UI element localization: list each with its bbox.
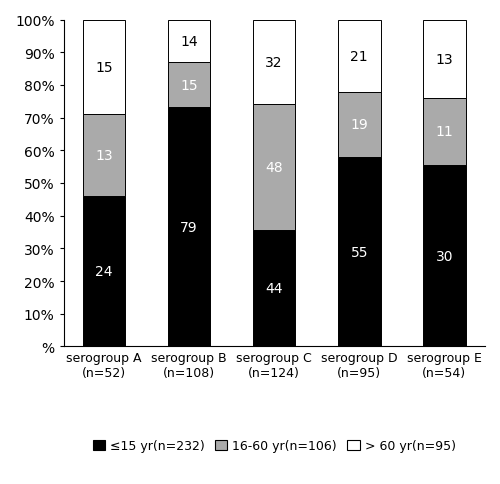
- Text: 11: 11: [436, 125, 453, 139]
- Bar: [82, 20, 125, 115]
- Text: 24: 24: [95, 264, 112, 278]
- Bar: [253, 20, 296, 105]
- Text: 15: 15: [95, 60, 113, 75]
- Bar: [423, 166, 466, 347]
- Text: 19: 19: [350, 118, 368, 132]
- Bar: [82, 115, 125, 196]
- Text: 15: 15: [180, 78, 198, 92]
- Bar: [338, 92, 380, 158]
- Text: 21: 21: [350, 49, 368, 63]
- Text: 48: 48: [266, 161, 283, 175]
- Text: 44: 44: [266, 282, 283, 296]
- Bar: [168, 108, 210, 347]
- Bar: [168, 63, 210, 108]
- Bar: [423, 20, 466, 99]
- Bar: [253, 231, 296, 347]
- Bar: [253, 105, 296, 231]
- Text: 13: 13: [436, 53, 453, 67]
- Text: 30: 30: [436, 249, 453, 263]
- Text: 32: 32: [266, 56, 283, 70]
- Bar: [82, 196, 125, 347]
- Bar: [338, 158, 380, 347]
- Text: 14: 14: [180, 35, 198, 48]
- Bar: [423, 99, 466, 166]
- Bar: [168, 20, 210, 63]
- Text: 13: 13: [95, 149, 113, 162]
- Text: 55: 55: [350, 245, 368, 259]
- Bar: [338, 20, 380, 92]
- Legend: ≤15 yr(n=232), 16-60 yr(n=106), > 60 yr(n=95): ≤15 yr(n=232), 16-60 yr(n=106), > 60 yr(…: [88, 435, 460, 457]
- Text: 79: 79: [180, 220, 198, 234]
